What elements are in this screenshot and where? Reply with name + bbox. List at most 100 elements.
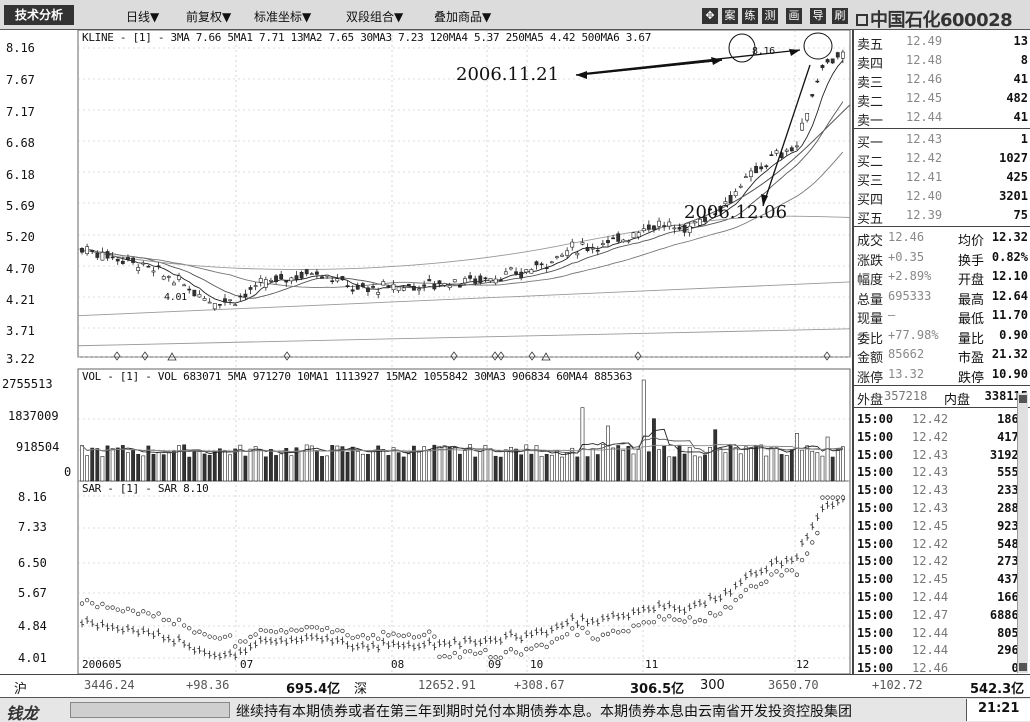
candle-up bbox=[524, 269, 529, 273]
x-tick: 08 bbox=[391, 658, 405, 671]
candle-up bbox=[503, 271, 508, 275]
tick-volume-value: 186 bbox=[997, 412, 1019, 426]
toolbar-draw-button[interactable]: 画 bbox=[786, 8, 802, 24]
volume-bar-up bbox=[483, 444, 488, 482]
divider bbox=[854, 226, 1030, 227]
sz-change: +308.67 bbox=[514, 678, 565, 692]
volume-bar-up bbox=[641, 379, 646, 482]
tick-volume-value: 548 bbox=[997, 536, 1019, 551]
toolbar-export-button[interactable]: 导 bbox=[810, 8, 826, 24]
sar-dot bbox=[564, 632, 570, 637]
menu-adjust[interactable]: 前复权▼ bbox=[186, 10, 232, 24]
sar-dot bbox=[718, 611, 723, 616]
menu-pane-combo[interactable]: 双段组合▼ bbox=[346, 10, 404, 24]
ask-volume: 41 bbox=[1013, 110, 1028, 124]
toolbar-practice-button[interactable]: 练 bbox=[742, 8, 758, 24]
candle-up bbox=[805, 113, 810, 121]
volume-bar-down bbox=[172, 450, 176, 482]
candle-down bbox=[223, 298, 227, 303]
volume-bar-up bbox=[590, 448, 595, 482]
sar-dot bbox=[350, 635, 355, 641]
tick-volume-value: 0 bbox=[1011, 661, 1019, 676]
tick-scrollbar[interactable] bbox=[1017, 393, 1028, 673]
kline-ytick: 7.67 bbox=[6, 73, 35, 87]
candle-up bbox=[207, 301, 212, 304]
volume-bar-down bbox=[192, 451, 197, 482]
menu-overlay[interactable]: 叠加商品▼ bbox=[434, 10, 492, 24]
ask-price: 12.45 bbox=[906, 91, 943, 105]
volume-bar-down bbox=[575, 456, 580, 482]
signal-diamond bbox=[497, 351, 505, 361]
toolbar-refresh-button[interactable]: 刷 bbox=[832, 8, 848, 24]
candle-down bbox=[238, 295, 243, 298]
volume-bar-up bbox=[560, 456, 564, 482]
sar-dot bbox=[728, 605, 733, 610]
candle-up bbox=[733, 191, 738, 196]
sar-dot bbox=[508, 647, 514, 652]
bid-volume: 1 bbox=[1020, 132, 1028, 146]
ask-row: 卖四 12.48 8 bbox=[854, 51, 1028, 72]
stat-row: 委比 +77.98% 量比 0.90 bbox=[854, 326, 1028, 347]
sar-dot bbox=[263, 628, 268, 633]
candle-down bbox=[483, 277, 488, 280]
sar-dot bbox=[95, 604, 100, 610]
volume-bar-up bbox=[692, 455, 697, 482]
candle-down bbox=[769, 154, 774, 156]
sar-dot bbox=[457, 655, 463, 660]
tab-technical-analysis[interactable]: 技术分析 bbox=[4, 5, 74, 25]
volume-bar-up bbox=[177, 445, 181, 482]
menu-axis[interactable]: 标准坐标▼ bbox=[254, 10, 312, 24]
scroll-down-icon[interactable] bbox=[1019, 663, 1027, 671]
stock-code: 600028 bbox=[940, 10, 1013, 31]
ask-row: 卖三 12.46 41 bbox=[854, 70, 1028, 91]
volume-bar-down bbox=[115, 447, 120, 482]
volume-bar-down bbox=[728, 445, 733, 482]
sar-dot bbox=[340, 628, 345, 634]
volume-bar-down bbox=[274, 455, 278, 482]
chart-area[interactable] bbox=[0, 30, 852, 674]
annotation-date-2: 2006.12.06 bbox=[684, 202, 788, 223]
arrow-line-2 bbox=[579, 49, 801, 75]
move-icon[interactable]: ✥ bbox=[702, 8, 718, 24]
scroll-up-icon[interactable] bbox=[1019, 395, 1027, 403]
bid-volume: 1027 bbox=[999, 151, 1028, 165]
tick-time: 15:00 bbox=[857, 429, 894, 444]
sar-dot bbox=[529, 646, 534, 651]
sz-amount: 306.5亿 bbox=[630, 682, 685, 697]
toolbar-test-button[interactable]: 测 bbox=[762, 8, 778, 24]
candle-down bbox=[284, 279, 289, 283]
sar-dot bbox=[738, 594, 743, 599]
volume-bar-up bbox=[468, 444, 473, 482]
stat-value: 0.82% bbox=[991, 249, 1028, 264]
volume-bar-down bbox=[95, 448, 100, 482]
candle-up bbox=[800, 122, 804, 131]
sar-dot bbox=[197, 629, 202, 634]
stat-label: 总量 bbox=[857, 292, 884, 308]
sar-dot bbox=[539, 642, 544, 647]
volume-bar-up bbox=[621, 449, 626, 482]
menu-period[interactable]: 日线▼ bbox=[126, 10, 160, 24]
sar-dot bbox=[804, 551, 810, 556]
candle-down bbox=[156, 265, 161, 268]
sar-dot bbox=[830, 495, 835, 500]
volume-bar-up bbox=[452, 447, 457, 482]
arrow-line-3 bbox=[762, 64, 811, 207]
tick-time: 15:00 bbox=[857, 643, 894, 658]
toolbar-case-button[interactable]: 案 bbox=[722, 8, 738, 24]
volume-bar-up bbox=[478, 450, 483, 482]
ticker-controls[interactable] bbox=[70, 702, 230, 718]
